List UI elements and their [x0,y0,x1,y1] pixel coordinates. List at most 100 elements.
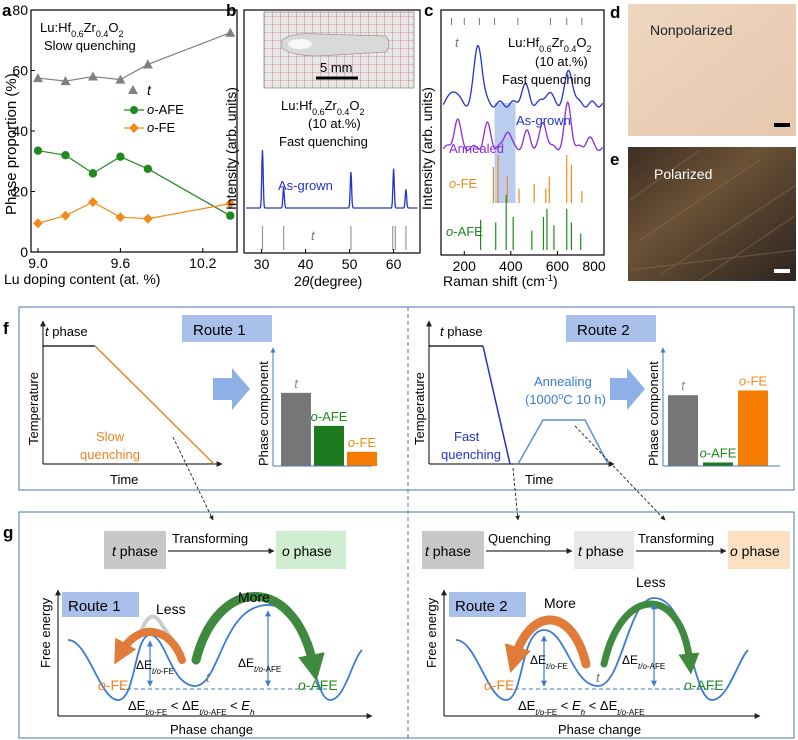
route1-process-line2: quenching [80,447,140,462]
xtick-label: 800 [582,258,606,274]
bar-t [668,395,698,466]
g2-less-label: Less [636,574,666,590]
micrograph-nonpolarized [628,4,796,136]
route2-bar-chart: t o-AFE o-FE [668,373,768,466]
point-ofe [115,212,126,223]
panel-c-label-line2: (10 at.%) [535,54,588,69]
xtick-label: 40 [298,256,314,272]
bar-label-t: t [294,376,299,391]
point-oafe [33,146,43,155]
legend-t-label: t [147,82,152,98]
bar-label-o-FE: o-FE [348,435,377,450]
route2-title-box [566,315,656,342]
legend-ofe-marker [129,123,139,133]
connector-route1 [172,436,214,521]
panel-b-frame [243,9,421,254]
g2-route-title: Route 2 [455,598,508,615]
point-t [142,59,153,69]
panel-b-label-line1: Lu:Hf0.6Zr0.4O2 [281,98,365,117]
connector-route2-anneal [574,425,666,521]
panel-c-axes: 200 400 600 800 [453,251,606,274]
panel-b-marks [246,149,418,250]
route2-t-phase: t phase [440,324,483,339]
route1-title-box [182,315,272,342]
ytick-label: 40 [12,123,28,139]
texture-line [639,159,761,241]
panel-a-title-line1: Lu:Hf0.6Zr0.4O2 [40,20,124,39]
g1-box1-label: t phase [112,543,158,559]
xtick-label: 400 [499,258,523,274]
g1-energy-curve [67,604,363,701]
g2-energy-curve [455,597,749,701]
legend-oafe-marker [130,106,138,114]
texture-line [699,214,797,281]
g2-ofe-min: o-FE [484,677,514,693]
panel-c-ofe-label: o-FE [449,176,478,191]
legend-oafe-label: o-AFE [147,102,184,117]
panel-c-marks [442,18,604,250]
panel-g-frame [18,511,795,739]
bar-o-AFE [314,425,344,466]
route2-process-line2: quenching [441,447,501,462]
inset-scale-label: 5 mm [320,60,353,75]
xrd-pattern-line [246,149,418,209]
ytick-label: 0 [20,244,28,260]
panel-a-legend: t o-AFE o-FE [124,82,184,135]
inset-crystal [281,33,390,57]
bar-o-AFE [703,462,733,466]
xtick-label: 60 [386,256,402,272]
g1-more-label: More [238,589,270,605]
panel-label-c: c [424,1,433,20]
micrograph-polarized [628,147,796,281]
panel-b-axes: 30 40 50 60 [254,249,402,272]
panel-c-label-line3: Fast quenching [502,72,591,87]
g1-box-o-phase [276,531,346,569]
g1-less-label: Less [156,601,186,617]
g2-t-min: t [596,670,601,685]
route1-t-phase: t phase [45,324,88,339]
panel-a-ylabel: Phase proportion (%) [3,73,20,215]
g2-barrier1-label: ΔEt/o-FE [530,653,568,671]
g2-box-o-phase [728,531,790,569]
legend-ofe-label: o-FE [147,120,176,135]
panel-label-g: g [3,523,13,542]
panel-b-label-line3: Fast quenching [279,134,368,149]
panel-c-ylabel: Intensity (arb. units) [419,87,435,210]
panel-b-ref-label: t [311,228,316,243]
panel-a-xlabel: Lu doping content (at. %) [4,271,160,287]
bar-o-FE [347,451,377,466]
g1-route-title: Route 1 [68,598,121,615]
panel-c-t-label: t [455,35,460,50]
point-t [33,73,43,83]
g1-relation: ΔEt/o-FE < ΔEt/o-AFE < Eh [128,698,255,717]
texture-line [659,184,797,276]
route1-slow-cooling-line [94,345,215,465]
route2-anneal-line2: (1000oC 10 h) [525,391,606,407]
g2-box-t-phase [422,531,484,569]
panel-a-marks [33,27,236,229]
connector-route2-quench [512,467,520,521]
g1-oafe-min: o-AFE [298,677,338,693]
point-ofe [60,210,71,221]
point-oafe [226,211,235,220]
panel-c-xlabel: Raman shift (cm-1) [443,273,558,289]
panel-c-oafe-label: o-AFE [446,224,483,239]
g1-barrier2-label: ΔEt/o-AFE [238,656,281,674]
xtick-label: 200 [453,258,477,274]
route2-bar-ylabel: Phase component [646,361,661,466]
route1-process-line1: Slow [96,429,125,444]
panel-label-a: a [2,1,12,20]
route2-title: Route 2 [577,322,630,339]
g1-box-t-phase [104,531,166,569]
polarized-texture [629,149,797,281]
route1-result-arrow [213,368,250,410]
bar-label-o-AFE: o-AFE [311,409,348,424]
ytick-label: 80 [12,2,28,18]
point-ofe [33,218,43,229]
g2-barrier2-label: ΔEt/o-AFE [622,653,665,671]
panel-e-scale-bar [774,269,790,273]
panel-b-curve-label: As-grown [278,178,333,193]
point-oafe [116,152,125,161]
panel-label-d: d [610,3,620,22]
